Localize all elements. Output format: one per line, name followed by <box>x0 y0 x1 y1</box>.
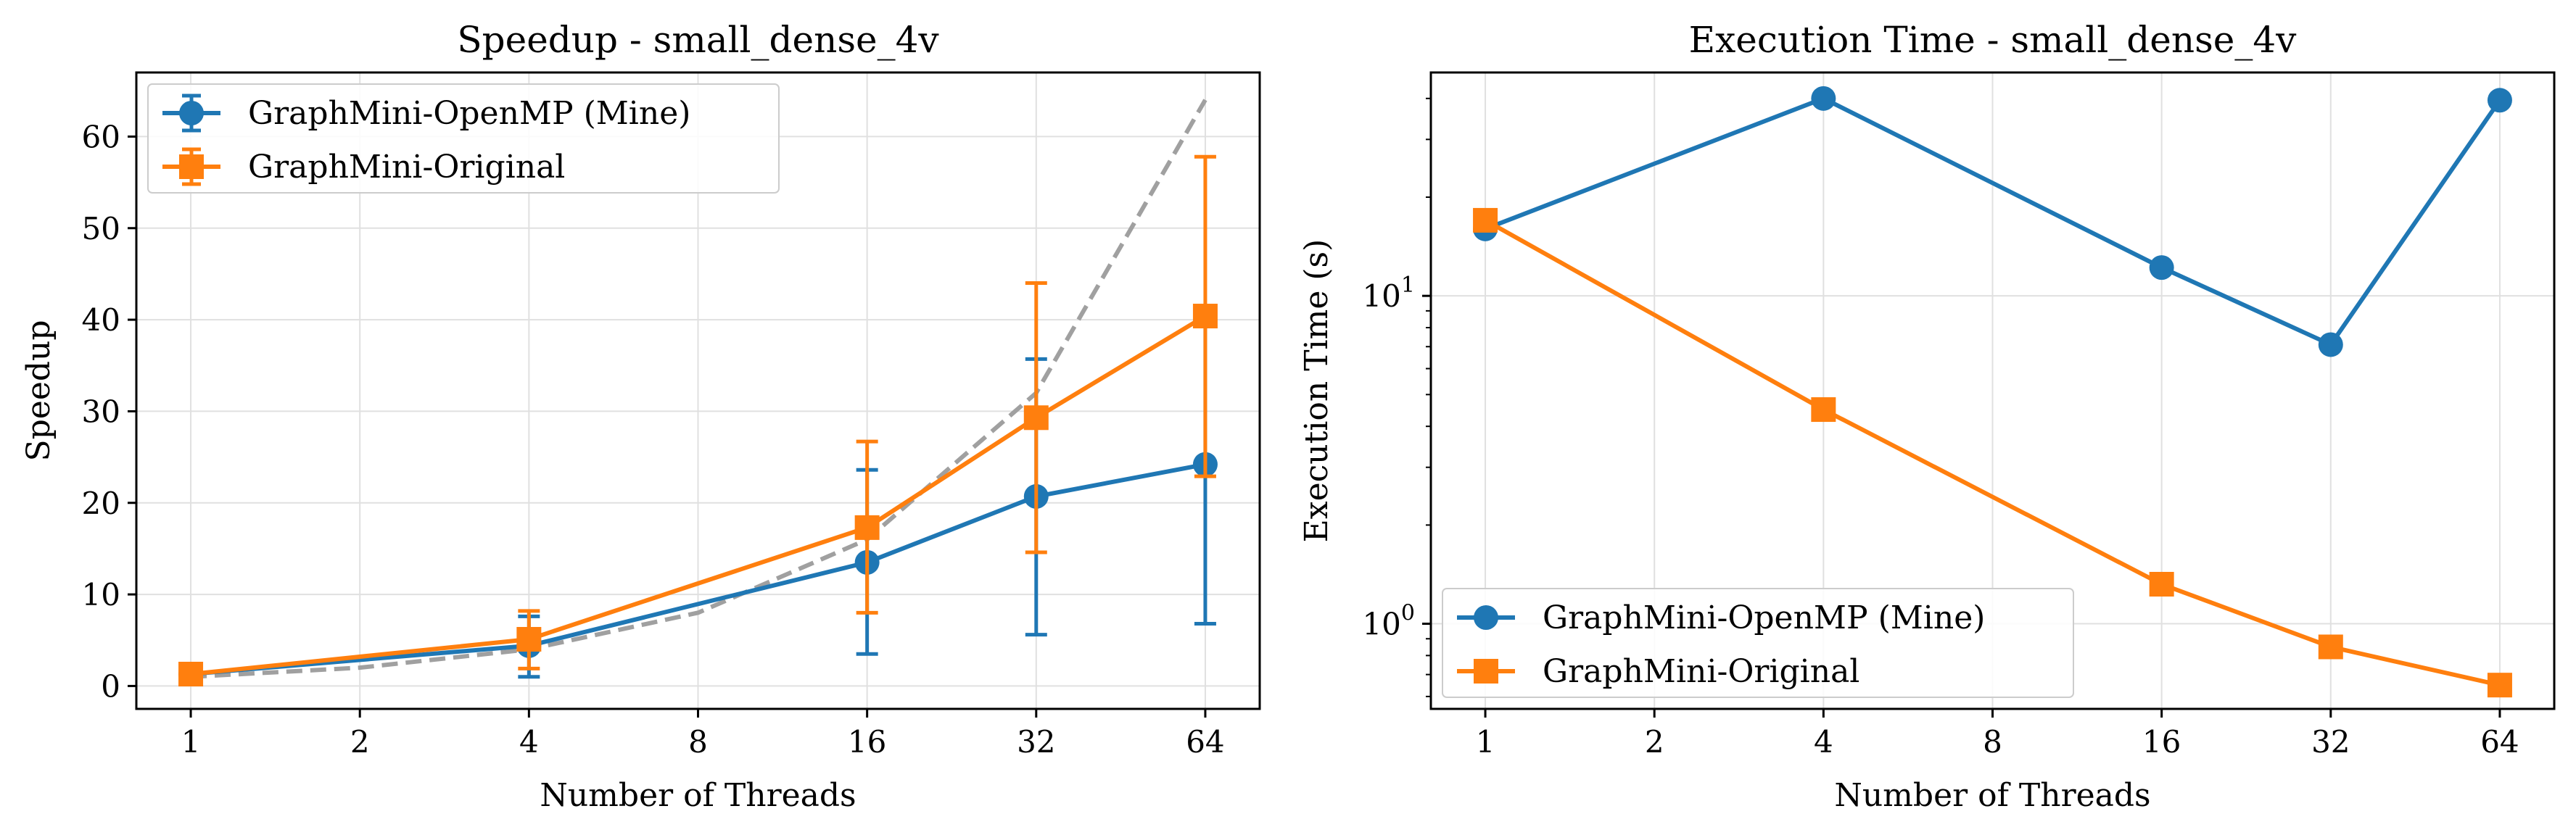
speedup-legend-entry: GraphMini-Original <box>162 147 565 186</box>
speedup-y-axis-label: Speedup <box>20 320 57 461</box>
execution-time-x-ticks: 1 2 4 8 16 32 64 <box>1476 709 2519 760</box>
execution-time-series-1 <box>1473 207 2512 698</box>
execution-time-data-point <box>1811 397 1836 423</box>
speedup-y-tick-label: 20 <box>82 486 120 521</box>
execution-time-x-tick-label: 16 <box>2142 724 2181 760</box>
execution-time-y-tick-base: 10 <box>1362 607 1400 642</box>
execution-time-x-tick-label: 8 <box>1983 724 2002 760</box>
execution-time-x-tick-label: 1 <box>1476 724 1495 760</box>
speedup-series <box>178 154 1218 686</box>
speedup-series-1 <box>178 154 1218 686</box>
execution-time-y-tick-base: 10 <box>1362 278 1400 314</box>
execution-time-legend-label: GraphMini-OpenMP (Mine) <box>1543 599 1985 636</box>
speedup-legend-box <box>147 83 780 194</box>
speedup-y-tick-label: 0 <box>101 668 120 704</box>
speedup-legend-marker <box>179 154 204 179</box>
execution-time-y-tick-label: 100 <box>1362 601 1415 642</box>
execution-time-data-point <box>2318 634 2343 660</box>
execution-time-y-tick-exponent: 1 <box>1401 273 1415 298</box>
execution-time-legend: GraphMini-OpenMP (Mine) GraphMini-Origina… <box>1442 588 2074 698</box>
speedup-y-ticks: 0 10 20 30 40 50 60 <box>82 119 136 704</box>
speedup-legend-entry: GraphMini-OpenMP (Mine) <box>162 94 690 133</box>
execution-time-legend-box <box>1442 588 2074 698</box>
speedup-x-ticks: 1 2 4 8 16 32 64 <box>181 709 1225 760</box>
speedup-data-point <box>1023 405 1049 431</box>
speedup-y-tick-label: 50 <box>82 211 120 246</box>
speedup-data-point <box>1192 304 1218 329</box>
speedup-y-tick-label: 30 <box>82 394 120 429</box>
speedup-x-tick-label: 32 <box>1017 724 1055 760</box>
speedup-chart: 1 2 4 8 16 32 64 0 10 20 30 40 50 60 Speedup - small… <box>20 19 1261 814</box>
execution-time-x-tick-label: 4 <box>1814 724 1833 760</box>
speedup-x-tick-label: 2 <box>350 724 370 760</box>
execution-time-y-axis-label: Execution Time (s) <box>1298 239 1335 543</box>
speedup-data-point <box>516 626 542 652</box>
speedup-x-tick-label: 16 <box>848 724 886 760</box>
execution-time-data-point <box>2487 673 2512 698</box>
speedup-data-point <box>854 515 880 540</box>
execution-time-x-tick-label: 2 <box>1645 724 1664 760</box>
execution-time-legend-entry: GraphMini-OpenMP (Mine) <box>1457 599 1985 636</box>
execution-time-legend-label: GraphMini-Original <box>1543 653 1859 690</box>
speedup-x-tick-label: 1 <box>181 724 201 760</box>
execution-time-y-tick-label: 101 <box>1362 273 1415 314</box>
speedup-legend-marker <box>179 101 204 125</box>
speedup-y-tick-label: 10 <box>82 577 120 612</box>
execution-time-data-point <box>2487 88 2512 113</box>
execution-time-x-tick-label: 32 <box>2311 724 2350 760</box>
speedup-y-tick-label: 40 <box>82 302 120 338</box>
speedup-x-tick-label: 4 <box>519 724 539 760</box>
execution-time-x-axis-label: Number of Threads <box>1834 777 2150 814</box>
speedup-legend-label: GraphMini-OpenMP (Mine) <box>248 95 690 132</box>
execution-time-data-point <box>1473 207 1498 233</box>
speedup-x-axis-label: Number of Threads <box>540 777 856 814</box>
speedup-x-tick-label: 8 <box>688 724 708 760</box>
speedup-legend: GraphMini-OpenMP (Mine) GraphMini-Origina… <box>147 83 780 194</box>
speedup-chart-title: Speedup - small_dense_4v <box>457 19 939 61</box>
execution-time-chart-title: Execution Time - small_dense_4v <box>1689 19 2298 61</box>
speedup-data-point <box>178 661 204 686</box>
execution-time-legend-marker <box>1474 659 1498 684</box>
execution-time-x-tick-label: 64 <box>2480 724 2519 760</box>
execution-time-y-tick-exponent: 0 <box>1401 601 1415 626</box>
execution-time-data-point <box>2318 332 2343 357</box>
execution-time-series <box>1473 86 2512 698</box>
execution-time-data-point <box>2149 572 2174 597</box>
execution-time-data-point <box>2149 255 2174 281</box>
execution-time-legend-entry: GraphMini-Original <box>1457 653 1859 690</box>
speedup-legend-label: GraphMini-Original <box>248 149 565 186</box>
speedup-y-tick-label: 60 <box>82 119 120 154</box>
execution-time-legend-marker <box>1474 605 1498 630</box>
execution-time-data-point <box>1811 86 1836 111</box>
speedup-x-tick-label: 64 <box>1186 724 1224 760</box>
